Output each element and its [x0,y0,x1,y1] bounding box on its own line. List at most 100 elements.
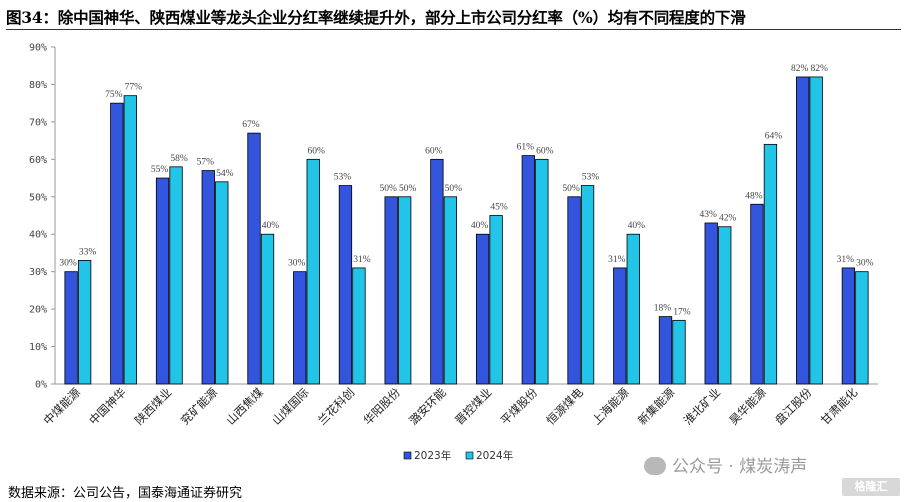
data-label: 30% [856,259,874,269]
wechat-icon [644,457,666,475]
bar-2024年-兰花科创 [352,267,366,385]
bar-2023年-山煤国际 [293,271,307,385]
title-divider [6,29,901,30]
bar-2024年-平煤股份 [535,158,549,385]
bar-2024年-中国神华 [123,95,137,385]
data-label: 82% [791,64,809,74]
y-tick-label: 40% [29,230,47,241]
bar-2023年-兖矿能源 [201,170,215,385]
bar-2024年-恒源煤电 [580,185,595,385]
bar-2023年-中国神华 [110,102,124,385]
data-label: 50% [399,184,417,194]
x-tick-label: 甘肃能化 [818,385,861,428]
legend-swatch [465,451,474,460]
x-tick-label: 兰花科创 [315,385,357,427]
bar-2023年-盘江股份 [796,76,810,385]
x-tick-label: 中煤能源 [41,385,84,428]
x-tick-label: 新集能源 [635,385,678,428]
data-label: 77% [125,83,143,93]
data-label: 53% [582,173,600,183]
bar-chart: 0%10%20%30%40%50%60%70%80%90%30%33%中煤能源7… [29,43,878,462]
x-tick-label: 昊华能源 [726,385,769,428]
data-label: 17% [673,307,691,317]
x-tick-label: 恒源煤电 [544,385,587,428]
data-label: 42% [719,214,737,224]
bar-2023年-潞安环能 [430,158,444,385]
data-label: 40% [262,221,280,231]
data-label: 82% [810,64,828,74]
data-label: 57% [197,158,215,168]
y-tick-label: 70% [29,117,47,128]
data-label: 67% [242,120,260,130]
y-tick-label: 60% [29,155,47,166]
data-label: 31% [353,255,371,265]
data-label: 50% [445,184,463,194]
x-tick-label: 晋控煤业 [452,385,494,427]
source-note: 数据来源：公司公告，国泰海通证券研究 [8,486,243,501]
bar-2023年-甘肃能化 [841,267,856,385]
bar-2024年-甘肃能化 [855,271,869,385]
bar-2024年-陕西煤业 [169,166,183,385]
bar-2023年-兰花科创 [338,185,353,385]
legend-swatch [403,451,412,460]
bar-2023年-淮北矿业 [704,222,718,385]
data-label: 64% [765,131,783,141]
x-tick-label: 盘江股份 [772,385,815,428]
bar-2023年-华阳股份 [384,196,398,385]
bar-2024年-山煤国际 [306,158,320,385]
y-tick-label: 90% [29,43,47,54]
data-label: 55% [151,165,169,175]
x-tick-label: 潞安环能 [406,385,449,428]
bar-2023年-昊华能源 [750,203,764,385]
y-tick-label: 30% [29,267,47,278]
bar-2023年-山西焦煤 [247,132,261,385]
data-label: 50% [379,184,397,194]
bar-2024年-上海能源 [626,233,640,385]
data-label: 30% [59,259,77,269]
bar-2024年-晋控煤业 [489,215,503,385]
legend-label: 2023年 [414,449,451,462]
bar-2024年-新集能源 [672,319,686,385]
data-label: 48% [745,191,763,201]
bar-2024年-山西焦煤 [260,233,275,385]
bar-2024年-潞安环能 [443,196,458,385]
bar-2024年-淮北矿业 [718,226,732,385]
x-tick-label: 平煤股份 [498,385,541,428]
data-label: 61% [517,143,535,153]
data-label: 43% [700,210,718,220]
data-label: 58% [170,154,188,164]
data-label: 60% [308,146,326,156]
x-tick-label: 中国神华 [86,385,128,427]
bar-2024年-兖矿能源 [215,181,229,385]
x-tick-label: 上海能源 [589,385,632,428]
bar-2024年-华阳股份 [398,196,412,385]
data-label: 60% [536,146,554,156]
data-label: 53% [334,173,352,183]
data-label: 60% [425,146,443,156]
bar-2024年-中煤能源 [77,260,92,385]
x-tick-label: 山煤国际 [269,385,311,427]
x-tick-label: 山西焦煤 [223,385,266,428]
watermark: 公众号 · 煤炭涛声 [644,452,807,477]
data-label: 18% [654,304,672,314]
data-label: 33% [79,247,97,257]
bar-2024年-盘江股份 [809,76,823,385]
bar-2023年-中煤能源 [64,271,78,385]
y-tick-label: 0% [35,380,47,391]
data-label: 31% [837,255,855,265]
logo: 格隆汇 [842,478,900,496]
data-label: 50% [562,184,580,194]
bar-2023年-恒源煤电 [567,196,581,385]
x-tick-label: 华阳股份 [361,385,404,428]
bar-2023年-新集能源 [658,316,673,385]
chart-title: 图34：除中国神华、陕西煤业等龙头企业分红率继续提升外，部分上市公司分红率（%）… [6,8,746,27]
data-label: 31% [608,255,626,265]
x-tick-label: 兖矿能源 [178,385,221,428]
x-tick-label: 淮北矿业 [681,385,723,427]
bar-2023年-上海能源 [613,267,627,385]
data-label: 75% [105,90,123,100]
y-tick-label: 50% [29,192,47,203]
bar-2023年-晋控煤业 [475,233,490,385]
x-tick-label: 陕西煤业 [132,385,174,427]
data-label: 30% [288,259,306,269]
